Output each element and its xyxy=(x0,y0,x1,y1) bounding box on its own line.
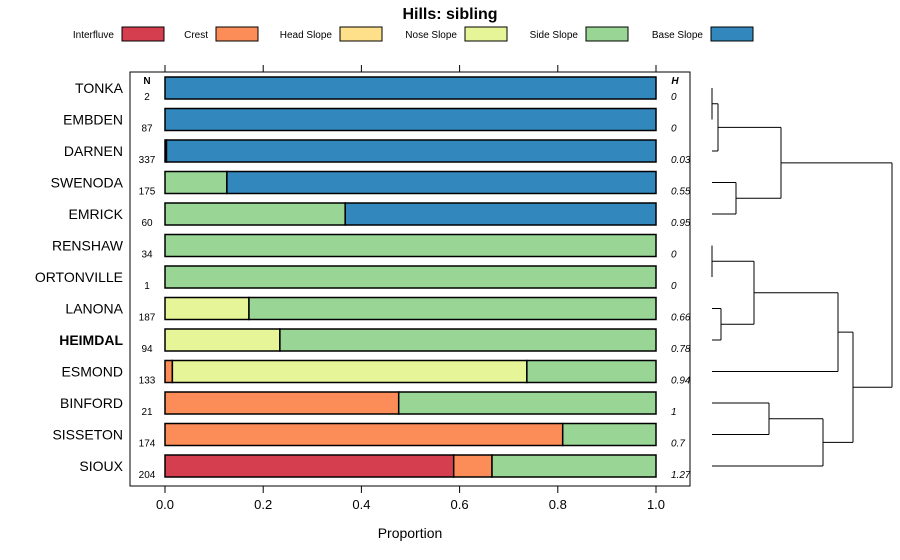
bar-segment xyxy=(248,296,657,321)
bar-segment xyxy=(164,328,281,352)
row-label: ORTONVILLE xyxy=(35,269,123,285)
row-label: EMRICK xyxy=(69,206,124,222)
bar-segment xyxy=(164,265,657,289)
h-column-header: H xyxy=(671,76,679,87)
h-value: 0 xyxy=(671,124,677,135)
n-value: 21 xyxy=(141,407,153,418)
bar-segment xyxy=(164,359,174,384)
bar-segment xyxy=(165,139,657,163)
x-tick-label: 0.2 xyxy=(254,497,272,512)
n-value: 133 xyxy=(139,376,156,387)
bar-segment xyxy=(164,233,657,258)
n-value: 60 xyxy=(141,218,153,229)
row-label: LANONA xyxy=(65,301,123,317)
legend-swatch xyxy=(585,26,629,42)
bar-segment xyxy=(164,422,564,447)
row-label: ESMOND xyxy=(62,364,123,380)
legend-swatch xyxy=(215,26,259,42)
bar-segment xyxy=(164,296,250,321)
n-value: 187 xyxy=(139,313,156,324)
legend-swatch xyxy=(121,26,165,42)
bar-segment xyxy=(279,328,657,352)
x-tick-label: 1.0 xyxy=(647,497,665,512)
row-label: SWENODA xyxy=(51,175,124,191)
row-label: SIOUX xyxy=(79,458,123,474)
legend-swatch xyxy=(710,26,754,42)
bar-segment xyxy=(491,454,657,478)
bar-segment xyxy=(164,454,455,478)
row-label: SISSETON xyxy=(52,427,123,443)
bar-segment xyxy=(344,202,657,226)
x-tick-label: 0.6 xyxy=(451,497,469,512)
bar-rows: TONKA 2 0 EMBDEN 87 0 DARNEN 337 0.03 SWENODA 175 0… xyxy=(35,76,691,481)
x-tick-label: 0.0 xyxy=(156,497,174,512)
bar-segment xyxy=(526,359,657,384)
top-axis-ticks xyxy=(164,65,657,72)
bar-segment xyxy=(226,170,657,195)
row-label: HEIMDAL xyxy=(59,332,123,348)
chart-title: Hills: sibling xyxy=(402,6,497,23)
dendrogram xyxy=(711,88,893,467)
bar-segment xyxy=(164,202,346,226)
n-value: 87 xyxy=(141,124,153,135)
bar-segment xyxy=(164,76,657,100)
n-value: 175 xyxy=(139,187,156,198)
n-value: 337 xyxy=(139,155,156,166)
bar-segment xyxy=(397,391,657,415)
bar-segment xyxy=(171,359,528,384)
row-label: RENSHAW xyxy=(52,238,124,254)
bar-segment xyxy=(164,391,400,415)
legend-label: Head Slope xyxy=(280,30,333,41)
legend-label: Interfluve xyxy=(73,30,115,41)
n-value: 34 xyxy=(141,250,153,261)
x-axis: 0.0 0.2 0.4 0.6 0.8 1.0 xyxy=(156,486,665,512)
legend-label: Nose Slope xyxy=(405,30,457,41)
plot-frame xyxy=(129,71,691,487)
x-axis-label: Proportion xyxy=(378,525,443,541)
h-value: 0.55 xyxy=(671,187,691,198)
n-value: 94 xyxy=(141,344,153,355)
n-value: 174 xyxy=(139,439,156,450)
row-label: TONKA xyxy=(75,80,124,96)
h-value: 0 xyxy=(671,250,677,261)
h-value: 1 xyxy=(671,407,677,418)
n-column-header: N xyxy=(143,76,150,87)
x-tick-label: 0.8 xyxy=(549,497,567,512)
n-value: 1 xyxy=(144,281,150,292)
h-value: 0.95 xyxy=(671,218,691,229)
bar-segment xyxy=(164,170,228,195)
h-value: 0 xyxy=(671,281,677,292)
h-value: 1.27 xyxy=(671,470,691,481)
h-value: 0.66 xyxy=(671,313,691,324)
h-value: 0.94 xyxy=(671,376,691,387)
row-label: BINFORD xyxy=(60,395,123,411)
legend-swatch xyxy=(339,26,383,42)
bar-segment xyxy=(561,422,657,447)
legend: Interfluve Crest Head Slope Nose Slope Side … xyxy=(73,26,754,42)
n-value: 2 xyxy=(144,92,150,103)
n-value: 204 xyxy=(139,470,156,481)
legend-label: Base Slope xyxy=(652,30,704,41)
h-value: 0 xyxy=(671,92,677,103)
bar-segment xyxy=(452,454,493,478)
legend-label: Crest xyxy=(184,30,208,41)
legend-label: Side Slope xyxy=(530,30,579,41)
bar-segment xyxy=(164,107,657,132)
h-value: 0.78 xyxy=(671,344,691,355)
row-label: EMBDEN xyxy=(63,112,123,128)
legend-swatch xyxy=(464,26,508,42)
h-value: 0.03 xyxy=(671,155,691,166)
x-tick-label: 0.4 xyxy=(352,497,370,512)
h-value: 0.7 xyxy=(671,439,685,450)
row-label: DARNEN xyxy=(64,143,123,159)
